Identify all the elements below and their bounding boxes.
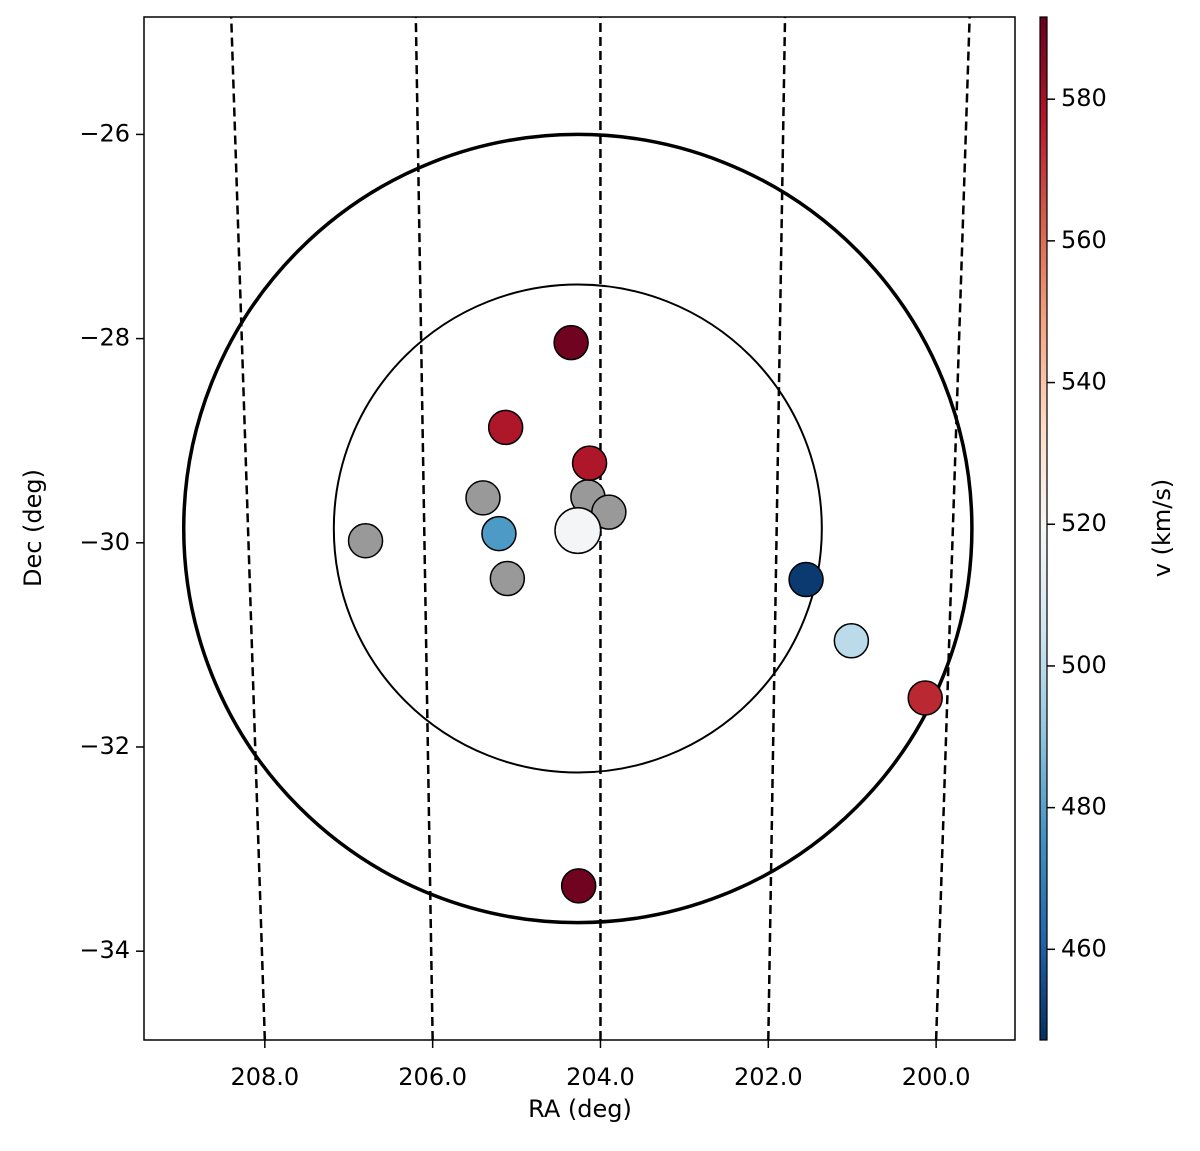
meridian-line: [231, 17, 265, 1040]
x-tick-label: 202.0: [734, 1063, 803, 1091]
meridian-line: [936, 17, 970, 1040]
galaxy-point: [573, 446, 607, 480]
x-tick-label: 200.0: [902, 1063, 971, 1091]
x-axis-label: RA (deg): [528, 1095, 632, 1123]
y-tick-label: −28: [79, 324, 130, 352]
meridian-line: [768, 17, 785, 1040]
galaxy-point: [834, 624, 868, 658]
galaxy-point: [490, 562, 524, 596]
x-tick-label: 208.0: [230, 1063, 299, 1091]
y-tick-label: −30: [79, 528, 130, 556]
y-tick-label: −26: [79, 119, 130, 147]
colorbar-tick-label: 480: [1061, 793, 1107, 821]
galaxy-point: [466, 481, 500, 515]
y-axis-label: Dec (deg): [19, 469, 47, 587]
meridian-line: [416, 17, 433, 1040]
colorbar-tick-label: 460: [1061, 934, 1107, 962]
colorbar-tick-label: 500: [1061, 651, 1107, 679]
x-tick-label: 206.0: [398, 1063, 467, 1091]
colorbar-tick-label: 560: [1061, 226, 1107, 254]
y-tick-label: −32: [79, 732, 130, 760]
galaxy-point: [908, 681, 942, 715]
colorbar-tick-label: 580: [1061, 84, 1107, 112]
galaxy-point: [482, 517, 516, 551]
colorbar-label: v (km/s): [1148, 479, 1176, 577]
colorbar: [1040, 17, 1047, 1040]
galaxy-point: [489, 410, 523, 444]
y-tick-label: −34: [79, 936, 130, 964]
colorbar-tick-label: 520: [1061, 509, 1107, 537]
galaxy-point: [554, 326, 588, 360]
galaxy-point: [789, 563, 823, 597]
galaxy-point: [555, 508, 601, 554]
colorbar-tick-label: 540: [1061, 368, 1107, 396]
galaxy-point: [349, 524, 383, 558]
galaxy-point: [562, 869, 596, 903]
x-tick-label: 204.0: [566, 1063, 635, 1091]
